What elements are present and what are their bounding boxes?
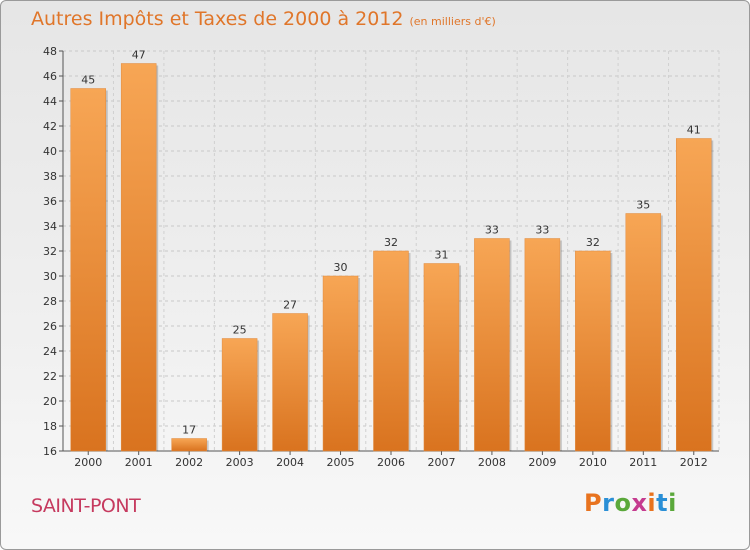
value-label: 45 — [81, 74, 95, 87]
y-tick-label: 32 — [43, 245, 57, 258]
bar-2005 — [322, 275, 359, 452]
chart-subtitle: (en milliers d'€) — [409, 15, 496, 28]
x-tick-label: 2009 — [528, 456, 556, 469]
value-label: 30 — [334, 261, 348, 274]
y-tick-label: 40 — [43, 145, 57, 158]
y-tick-label: 22 — [43, 370, 57, 383]
value-label: 31 — [434, 249, 448, 262]
bar-2000 — [70, 88, 106, 452]
bar-2009 — [524, 238, 561, 452]
y-tick-label: 38 — [43, 170, 57, 183]
value-label: 35 — [636, 199, 650, 212]
value-label: 27 — [283, 299, 297, 312]
x-tick-label: 2011 — [629, 456, 657, 469]
x-tick-label: 2004 — [276, 456, 304, 469]
value-label: 25 — [233, 324, 247, 337]
bar-2003 — [221, 338, 258, 452]
proxiti-logo: Proxiti — [584, 489, 677, 517]
y-tick-label: 26 — [43, 320, 57, 333]
y-tick-label: 46 — [43, 70, 57, 83]
x-tick-label: 2007 — [427, 456, 455, 469]
labels: 16 18 20 22 24 26 28 30 32 34 36 38 40 42 44 46 48 45 2000… — [43, 45, 708, 469]
value-label: 17 — [182, 424, 196, 437]
bar-2006 — [373, 250, 409, 452]
value-label: 32 — [586, 236, 600, 249]
x-tick-label: 2000 — [74, 456, 102, 469]
y-tick-label: 16 — [43, 445, 57, 458]
y-tick-label: 28 — [43, 295, 57, 308]
x-tick-label: 2012 — [680, 456, 708, 469]
y-tick-label: 42 — [43, 120, 57, 133]
value-label: 41 — [687, 124, 701, 137]
place-name: SAINT-PONT — [31, 495, 141, 517]
value-label: 33 — [535, 224, 549, 237]
x-tick-label: 2002 — [175, 456, 203, 469]
bars — [70, 63, 714, 452]
y-tick-label: 30 — [43, 270, 57, 283]
value-label: 33 — [485, 224, 499, 237]
bar-2011 — [625, 213, 662, 452]
bar-2008 — [474, 238, 510, 452]
y-tick-label: 20 — [43, 395, 57, 408]
y-tick-label: 24 — [43, 345, 57, 358]
y-tick-label: 34 — [43, 220, 57, 233]
y-tick-label: 48 — [43, 45, 57, 58]
x-tick-label: 2001 — [125, 456, 153, 469]
x-tick-label: 2010 — [579, 456, 607, 469]
y-tick-label: 44 — [43, 95, 57, 108]
x-tick-label: 2003 — [226, 456, 254, 469]
bar-2012 — [676, 138, 712, 452]
value-label: 32 — [384, 236, 398, 249]
chart-title: Autres Impôts et Taxes de 2000 à 2012 (en… — [31, 8, 496, 30]
y-tick-label: 18 — [43, 420, 57, 433]
x-tick-label: 2006 — [377, 456, 405, 469]
value-label: 47 — [132, 49, 146, 62]
x-tick-label: 2008 — [478, 456, 506, 469]
x-tick-label: 2005 — [327, 456, 355, 469]
bar-2002 — [171, 438, 207, 452]
bar-2007 — [423, 263, 460, 452]
bar-2004 — [272, 313, 308, 452]
y-tick-label: 36 — [43, 195, 57, 208]
bar-2001 — [120, 63, 157, 452]
bar-2010 — [575, 250, 611, 452]
